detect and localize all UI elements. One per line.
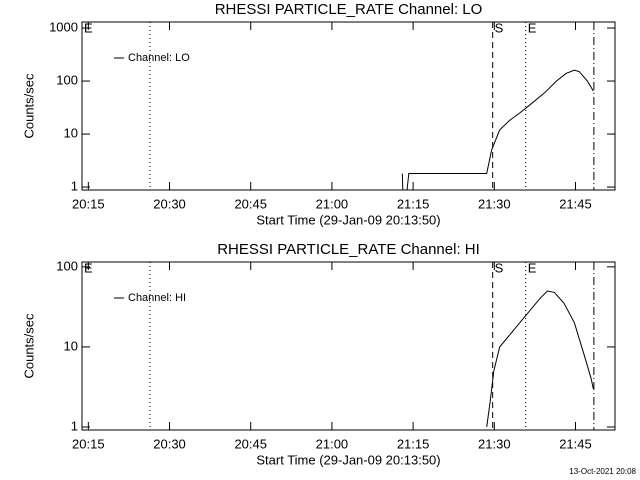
annotation: E [84, 20, 93, 35]
x-tick-label: 20:45 [234, 436, 267, 451]
y-axis-label: Counts/sec [21, 313, 36, 379]
plot-frame [81, 21, 616, 191]
y-tick-label: 1 [71, 178, 78, 193]
y-tick-label: 10 [64, 338, 78, 353]
plot-frame [81, 261, 616, 431]
y-axis-label: Counts/sec [21, 73, 36, 139]
data-line [401, 69, 594, 190]
annotation: S [495, 260, 504, 275]
annotation: E [528, 20, 537, 35]
x-tick-label: 21:30 [478, 196, 511, 211]
y-tick-label: 1 [71, 418, 78, 433]
x-tick-label: 21:00 [316, 196, 349, 211]
x-tick-label: 20:30 [153, 196, 186, 211]
x-tick-label: 21:15 [397, 196, 430, 211]
legend-label: Channel: HI [128, 292, 186, 304]
x-axis-label: Start Time (29-Jan-09 20:13:50) [256, 452, 440, 467]
chart-title: RHESSI PARTICLE_RATE Channel: LO [215, 1, 483, 18]
y-tick-label: 100 [56, 72, 78, 87]
x-tick-label: 21:45 [559, 196, 592, 211]
data-line [486, 290, 594, 428]
footer: 13-Oct-2021 20:08 [569, 467, 636, 476]
x-tick-label: 21:15 [397, 436, 430, 451]
x-tick-label: 20:15 [72, 196, 105, 211]
annotation: E [84, 260, 93, 275]
x-tick-label: 20:15 [72, 436, 105, 451]
x-tick-label: 21:45 [559, 436, 592, 451]
legend-label: Channel: LO [128, 52, 190, 64]
x-tick-label: 21:00 [316, 436, 349, 451]
x-tick-label: 21:30 [478, 436, 511, 451]
y-tick-label: 1000 [49, 19, 78, 34]
annotation: E [528, 260, 537, 275]
annotation: S [495, 20, 504, 35]
y-tick-label: 100 [56, 258, 78, 273]
x-tick-label: 20:45 [234, 196, 267, 211]
x-tick-label: 20:30 [153, 436, 186, 451]
chart-title: RHESSI PARTICLE_RATE Channel: HI [217, 241, 480, 258]
y-tick-label: 10 [64, 125, 78, 140]
x-axis-label: Start Time (29-Jan-09 20:13:50) [256, 212, 440, 227]
